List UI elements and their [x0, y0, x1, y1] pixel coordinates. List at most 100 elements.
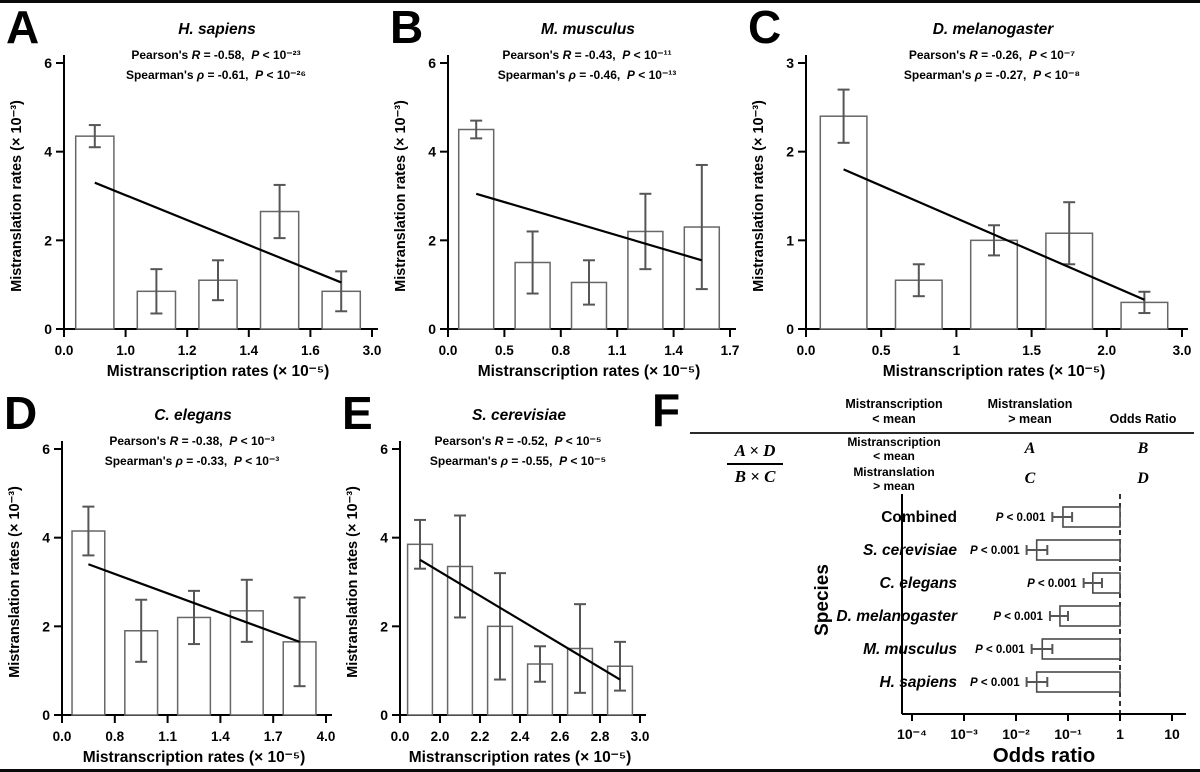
y-tick-label: 6 [42, 441, 50, 457]
y-tick-label: 0 [428, 321, 436, 337]
y-tick-label: 2 [786, 144, 794, 160]
species-label: D. melanogaster [836, 608, 958, 625]
p-value-label: P < 0.001 [993, 611, 1043, 623]
panel-letter-C: C [748, 1, 782, 53]
bar [229, 610, 264, 716]
pearson-line: Pearson's R = -0.52, P < 10⁻⁵ [434, 434, 602, 448]
table-col-header-mistranslation: Mistranslation > mean [968, 390, 1092, 434]
x-tick-label: 2.0 [1097, 343, 1116, 358]
x-axis-label: Mistranscription rates (× 10⁻⁵) [478, 363, 701, 380]
bar-chart-D: 0 2 4 6 0.0 0.8 1.1 1.4 1.7 4.0 Mistranscription r… [7, 441, 336, 766]
y-axis-label: Mistranslation rates (× 10⁻³) [345, 486, 361, 678]
x-tick-label: 3.0 [631, 729, 650, 744]
spearman-line: Spearman's ρ = -0.55, P < 10⁻⁵ [429, 454, 607, 468]
table-row-header-1: Mistranscription < mean [847, 435, 941, 463]
correlation-stats: Pearson's R = -0.43, P < 10⁻¹¹ Spearman's… [434, 45, 740, 85]
trend-line [475, 192, 703, 262]
spearman-line: Spearman's ρ = -0.33, P < 10⁻³ [104, 454, 280, 468]
x-tick-label: 3.0 [363, 343, 382, 358]
y-tick-label: 0 [380, 707, 388, 723]
x-tick-label: 1.7 [264, 729, 283, 744]
table-corner-cell [690, 390, 820, 434]
y-tick-label: 0 [42, 707, 50, 723]
x-tick-label: 1 [1116, 726, 1124, 742]
x-axis-label: Mistranscription rates (× 10⁻⁵) [83, 749, 306, 766]
x-tick-label: 2.0 [431, 729, 450, 744]
odds-ratio-formula: A × D B × C [690, 441, 820, 487]
panel-E: E S. cerevisiae Pearson's R = -0.52, P < 1… [342, 390, 654, 769]
y-axis-label: Species [812, 564, 833, 636]
x-tick-label: 1.0 [116, 343, 135, 358]
y-tick-label: 2 [428, 232, 436, 248]
panel-title: D. melanogaster [932, 21, 1054, 38]
spearman-line: Spearman's ρ = -0.61, P < 10⁻²⁶ [125, 68, 307, 82]
bar [969, 239, 1019, 330]
x-axis-label: Odds ratio [993, 744, 1096, 767]
trend-line [94, 181, 342, 284]
y-tick-label: 4 [44, 144, 52, 160]
table-cell-B: B [1137, 440, 1149, 457]
y-axis-label: Mistranslation rates (× 10⁻³) [7, 486, 23, 678]
y-tick-label: 4 [42, 530, 50, 546]
bar [406, 543, 434, 716]
contingency-table: Mistranscription < mean Mistranslation >… [690, 390, 1194, 494]
panel-B: B M. musculus Pearson's R = -0.43, P < 10⁻… [390, 1, 744, 387]
spearman-line: Spearman's ρ = -0.46, P < 10⁻¹³ [497, 68, 677, 82]
y-tick-label: 2 [44, 232, 52, 248]
x-tick-label: 0.8 [105, 729, 124, 744]
x-tick-label: 0.0 [391, 729, 410, 744]
species-label: M. musculus [863, 641, 957, 658]
x-tick-label: 3.0 [1173, 343, 1192, 358]
x-tick-label: 1.6 [301, 343, 320, 358]
table-col-header-mistranscription: Mistranscription < mean [820, 390, 968, 434]
x-tick-label: 2.4 [511, 729, 530, 744]
pearson-line: Pearson's R = -0.58, P < 10⁻²³ [131, 48, 301, 62]
bar [71, 530, 106, 716]
x-tick-label: 10⁻² [1002, 726, 1030, 742]
y-tick-label: 0 [786, 321, 794, 337]
bar-chart-E: 0 2 4 6 0.0 2.0 2.2 2.4 2.6 2.8 3.0 Mistranscriptio… [345, 441, 650, 766]
species-label: S. cerevisiae [863, 542, 957, 559]
odds-ratio-bar [1035, 671, 1121, 693]
x-tick-label: 0.0 [797, 343, 816, 358]
x-tick-label: 10⁻⁴ [897, 726, 927, 742]
x-tick-label: 2.6 [551, 729, 570, 744]
panel-letter-B: B [390, 1, 424, 53]
species-label: H. sapiens [879, 674, 957, 691]
x-tick-label: 10 [1164, 726, 1180, 742]
correlation-stats: Pearson's R = -0.58, P < 10⁻²³ Spearman's… [50, 45, 382, 85]
y-tick-label: 0 [44, 321, 52, 337]
bar-chart-A: 0 2 4 6 0.0 1.0 1.2 1.4 1.6 3.0 Mistranscription r… [9, 55, 382, 380]
y-axis-label: Mistranslation rates (× 10⁻³) [393, 100, 409, 292]
x-tick-label: 4.0 [317, 729, 336, 744]
panel-D: D C. elegans Pearson's R = -0.38, P < 10⁻³… [4, 390, 340, 769]
formula-numerator: A × D [726, 441, 784, 465]
table-cell-D: D [1137, 470, 1149, 487]
panel-title: M. musculus [541, 21, 635, 38]
panel-F: F Mistranscription < mean Mistranslation… [652, 387, 1198, 769]
x-tick-label: 0.8 [551, 343, 570, 358]
x-tick-label: 10⁻³ [950, 726, 978, 742]
x-axis-label: Mistranscription rates (× 10⁻⁵) [883, 363, 1106, 380]
x-tick-label: 1.4 [211, 729, 230, 744]
y-tick-label: 1 [786, 232, 794, 248]
x-tick-label: 0.5 [872, 343, 891, 358]
table-cell-A: A [1024, 440, 1036, 457]
y-tick-label: 3 [786, 55, 794, 71]
x-tick-label: 1.5 [1022, 343, 1041, 358]
table-row-header-2: Mistranslation > mean [853, 465, 935, 493]
p-value-label: P < 0.001 [1027, 578, 1077, 590]
x-tick-label: 0.0 [55, 343, 74, 358]
trend-line [88, 563, 300, 643]
table-cell-C: C [1024, 470, 1036, 487]
panel-A: A H. sapiens Pearson's R = -0.58, P < 10⁻²… [6, 4, 386, 387]
y-axis-label: Mistranslation rates (× 10⁻³) [9, 100, 25, 292]
spearman-line: Spearman's ρ = -0.27, P < 10⁻⁸ [903, 68, 1081, 82]
odds-ratio-bar [1041, 638, 1121, 660]
panel-title: H. sapiens [178, 21, 256, 38]
correlation-stats: Pearson's R = -0.52, P < 10⁻⁵ Spearman's … [386, 431, 650, 471]
bar [819, 115, 868, 330]
odds-ratio-bar [1035, 539, 1121, 561]
formula-denominator: B × C [734, 467, 776, 486]
